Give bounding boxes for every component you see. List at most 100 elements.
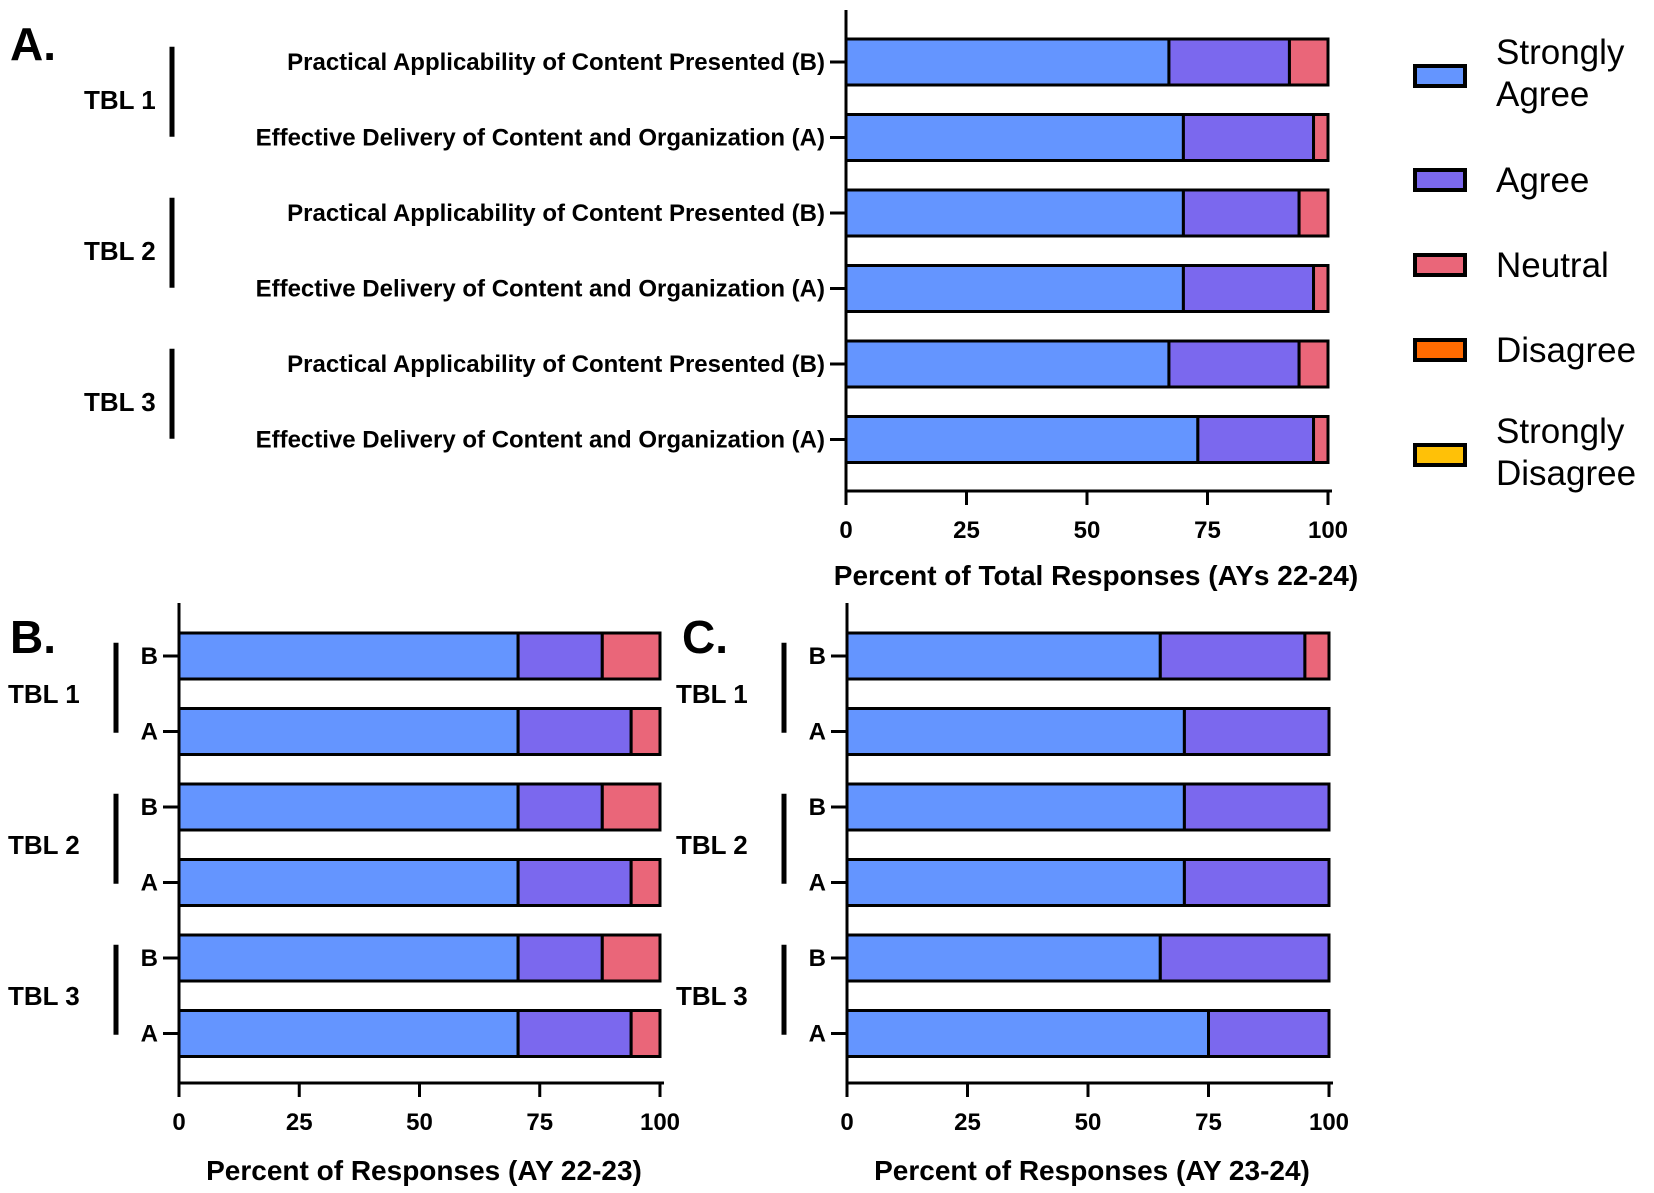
bar-segment (1303, 631, 1331, 681)
bar-segment (844, 339, 1171, 389)
bar-segment (1312, 415, 1330, 464)
x-tick-label: 25 (286, 1109, 313, 1136)
group-label: TBL 1 (676, 679, 748, 709)
bar-label: Practical Applicability of Content Prese… (287, 351, 825, 378)
bar-segment (845, 631, 1162, 681)
x-tick-label: 75 (526, 1109, 553, 1136)
panel-b: B. B A TBL 1 B A TBL 2 B A TBL 3 0 25 50 75 100 Percent… (8, 603, 680, 1186)
bar-segment (177, 858, 520, 907)
legend-label: Neutral (1496, 246, 1609, 285)
bar-segment (1297, 339, 1330, 389)
bar-segment (844, 113, 1185, 162)
bar-segment (177, 782, 520, 832)
bar-segment (177, 707, 520, 756)
legend-swatch-agree (1413, 168, 1467, 192)
legend: StronglyAgreeAgreeNeutralDisagreeStrongl… (1413, 33, 1636, 493)
x-axis-title: Percent of Responses (AY 23-24) (874, 1155, 1310, 1186)
group-label: TBL 1 (84, 85, 156, 115)
bar-label: B (141, 643, 158, 670)
panel-letter: B. (10, 611, 56, 663)
bar-segment (516, 933, 604, 983)
bar-segment (1207, 1009, 1331, 1058)
bar-segment (516, 707, 633, 756)
bar-segment (177, 631, 520, 681)
bar-segment (844, 264, 1185, 313)
x-tick-label: 0 (840, 1109, 853, 1136)
x-tick-label: 50 (1075, 1109, 1102, 1136)
bar-label: A (809, 870, 826, 897)
legend-swatch-strongly-disagree (1413, 443, 1467, 467)
group-label: TBL 2 (8, 830, 80, 860)
legend-label: Agree (1496, 161, 1589, 200)
x-tick-label: 100 (1308, 517, 1348, 544)
bar-segment (629, 707, 662, 756)
bar-segment (516, 858, 633, 907)
legend-label: Agree (1496, 75, 1589, 114)
bar-segment (600, 782, 662, 832)
x-tick-label: 50 (406, 1109, 433, 1136)
legend-label: Disagree (1496, 454, 1636, 493)
bar-segment (177, 1009, 520, 1058)
bar-segment (1158, 933, 1331, 983)
bar-segment (1167, 339, 1301, 389)
group-label: TBL 3 (8, 981, 80, 1011)
bar-segment (629, 1009, 662, 1058)
legend-swatch-neutral (1413, 253, 1467, 277)
group-label: TBL 2 (84, 236, 156, 266)
bar-label: B (809, 794, 826, 821)
bar-segment (1167, 37, 1291, 87)
panel-c: C. B A TBL 1 B A TBL 2 B A TBL 3 0 25 50 75 100 Percent… (676, 603, 1349, 1186)
bar-label: A (141, 870, 158, 897)
bar-segment (600, 631, 662, 681)
legend-label: Disagree (1496, 331, 1636, 370)
bar-label: A (809, 719, 826, 746)
group-label: TBL 3 (84, 387, 156, 417)
x-tick-label: 0 (172, 1109, 185, 1136)
bar-segment (516, 1009, 633, 1058)
bar-label: A (809, 1021, 826, 1048)
legend-label: Strongly (1496, 33, 1625, 72)
x-tick-label: 0 (839, 517, 852, 544)
bar-label: B (141, 945, 158, 972)
bar-label: Practical Applicability of Content Prese… (287, 49, 825, 76)
legend-swatch-disagree (1413, 338, 1467, 362)
group-label: TBL 1 (8, 679, 80, 709)
bar-segment (629, 858, 662, 907)
bar-segment (1312, 264, 1330, 313)
bar-label: B (141, 794, 158, 821)
bar-label: B (809, 945, 826, 972)
bar-segment (1182, 707, 1331, 756)
bar-segment (1287, 37, 1330, 87)
bar-segment (845, 933, 1162, 983)
bar-segment (516, 631, 604, 681)
bar-segment (844, 188, 1185, 238)
bar-segment (1158, 631, 1307, 681)
panel-letter: A. (10, 18, 56, 70)
bar-segment (1196, 415, 1316, 464)
legend-label: Strongly (1496, 412, 1625, 451)
bar-segment (1181, 264, 1316, 313)
bar-label: Effective Delivery of Content and Organi… (256, 125, 825, 152)
x-tick-label: 50 (1074, 517, 1101, 544)
x-axis-title: Percent of Total Responses (AYs 22-24) (834, 560, 1358, 591)
legend-swatch-strongly-agree (1413, 64, 1467, 88)
group-label: TBL 3 (676, 981, 748, 1011)
bar-label: Effective Delivery of Content and Organi… (256, 276, 825, 303)
x-axis-title: Percent of Responses (AY 22-23) (206, 1155, 642, 1186)
bar-segment (845, 858, 1186, 907)
bar-segment (1297, 188, 1330, 238)
bar-segment (1182, 782, 1331, 832)
group-label: TBL 2 (676, 830, 748, 860)
bar-segment (844, 415, 1200, 464)
x-tick-label: 25 (953, 517, 980, 544)
bar-label: A (141, 719, 158, 746)
x-tick-label: 75 (1194, 517, 1221, 544)
bar-label: A (141, 1021, 158, 1048)
bar-segment (845, 707, 1186, 756)
bar-label: B (809, 643, 826, 670)
bar-segment (600, 933, 662, 983)
x-tick-label: 100 (1309, 1109, 1349, 1136)
bar-label: Effective Delivery of Content and Organi… (256, 427, 825, 454)
bar-segment (1312, 113, 1330, 162)
